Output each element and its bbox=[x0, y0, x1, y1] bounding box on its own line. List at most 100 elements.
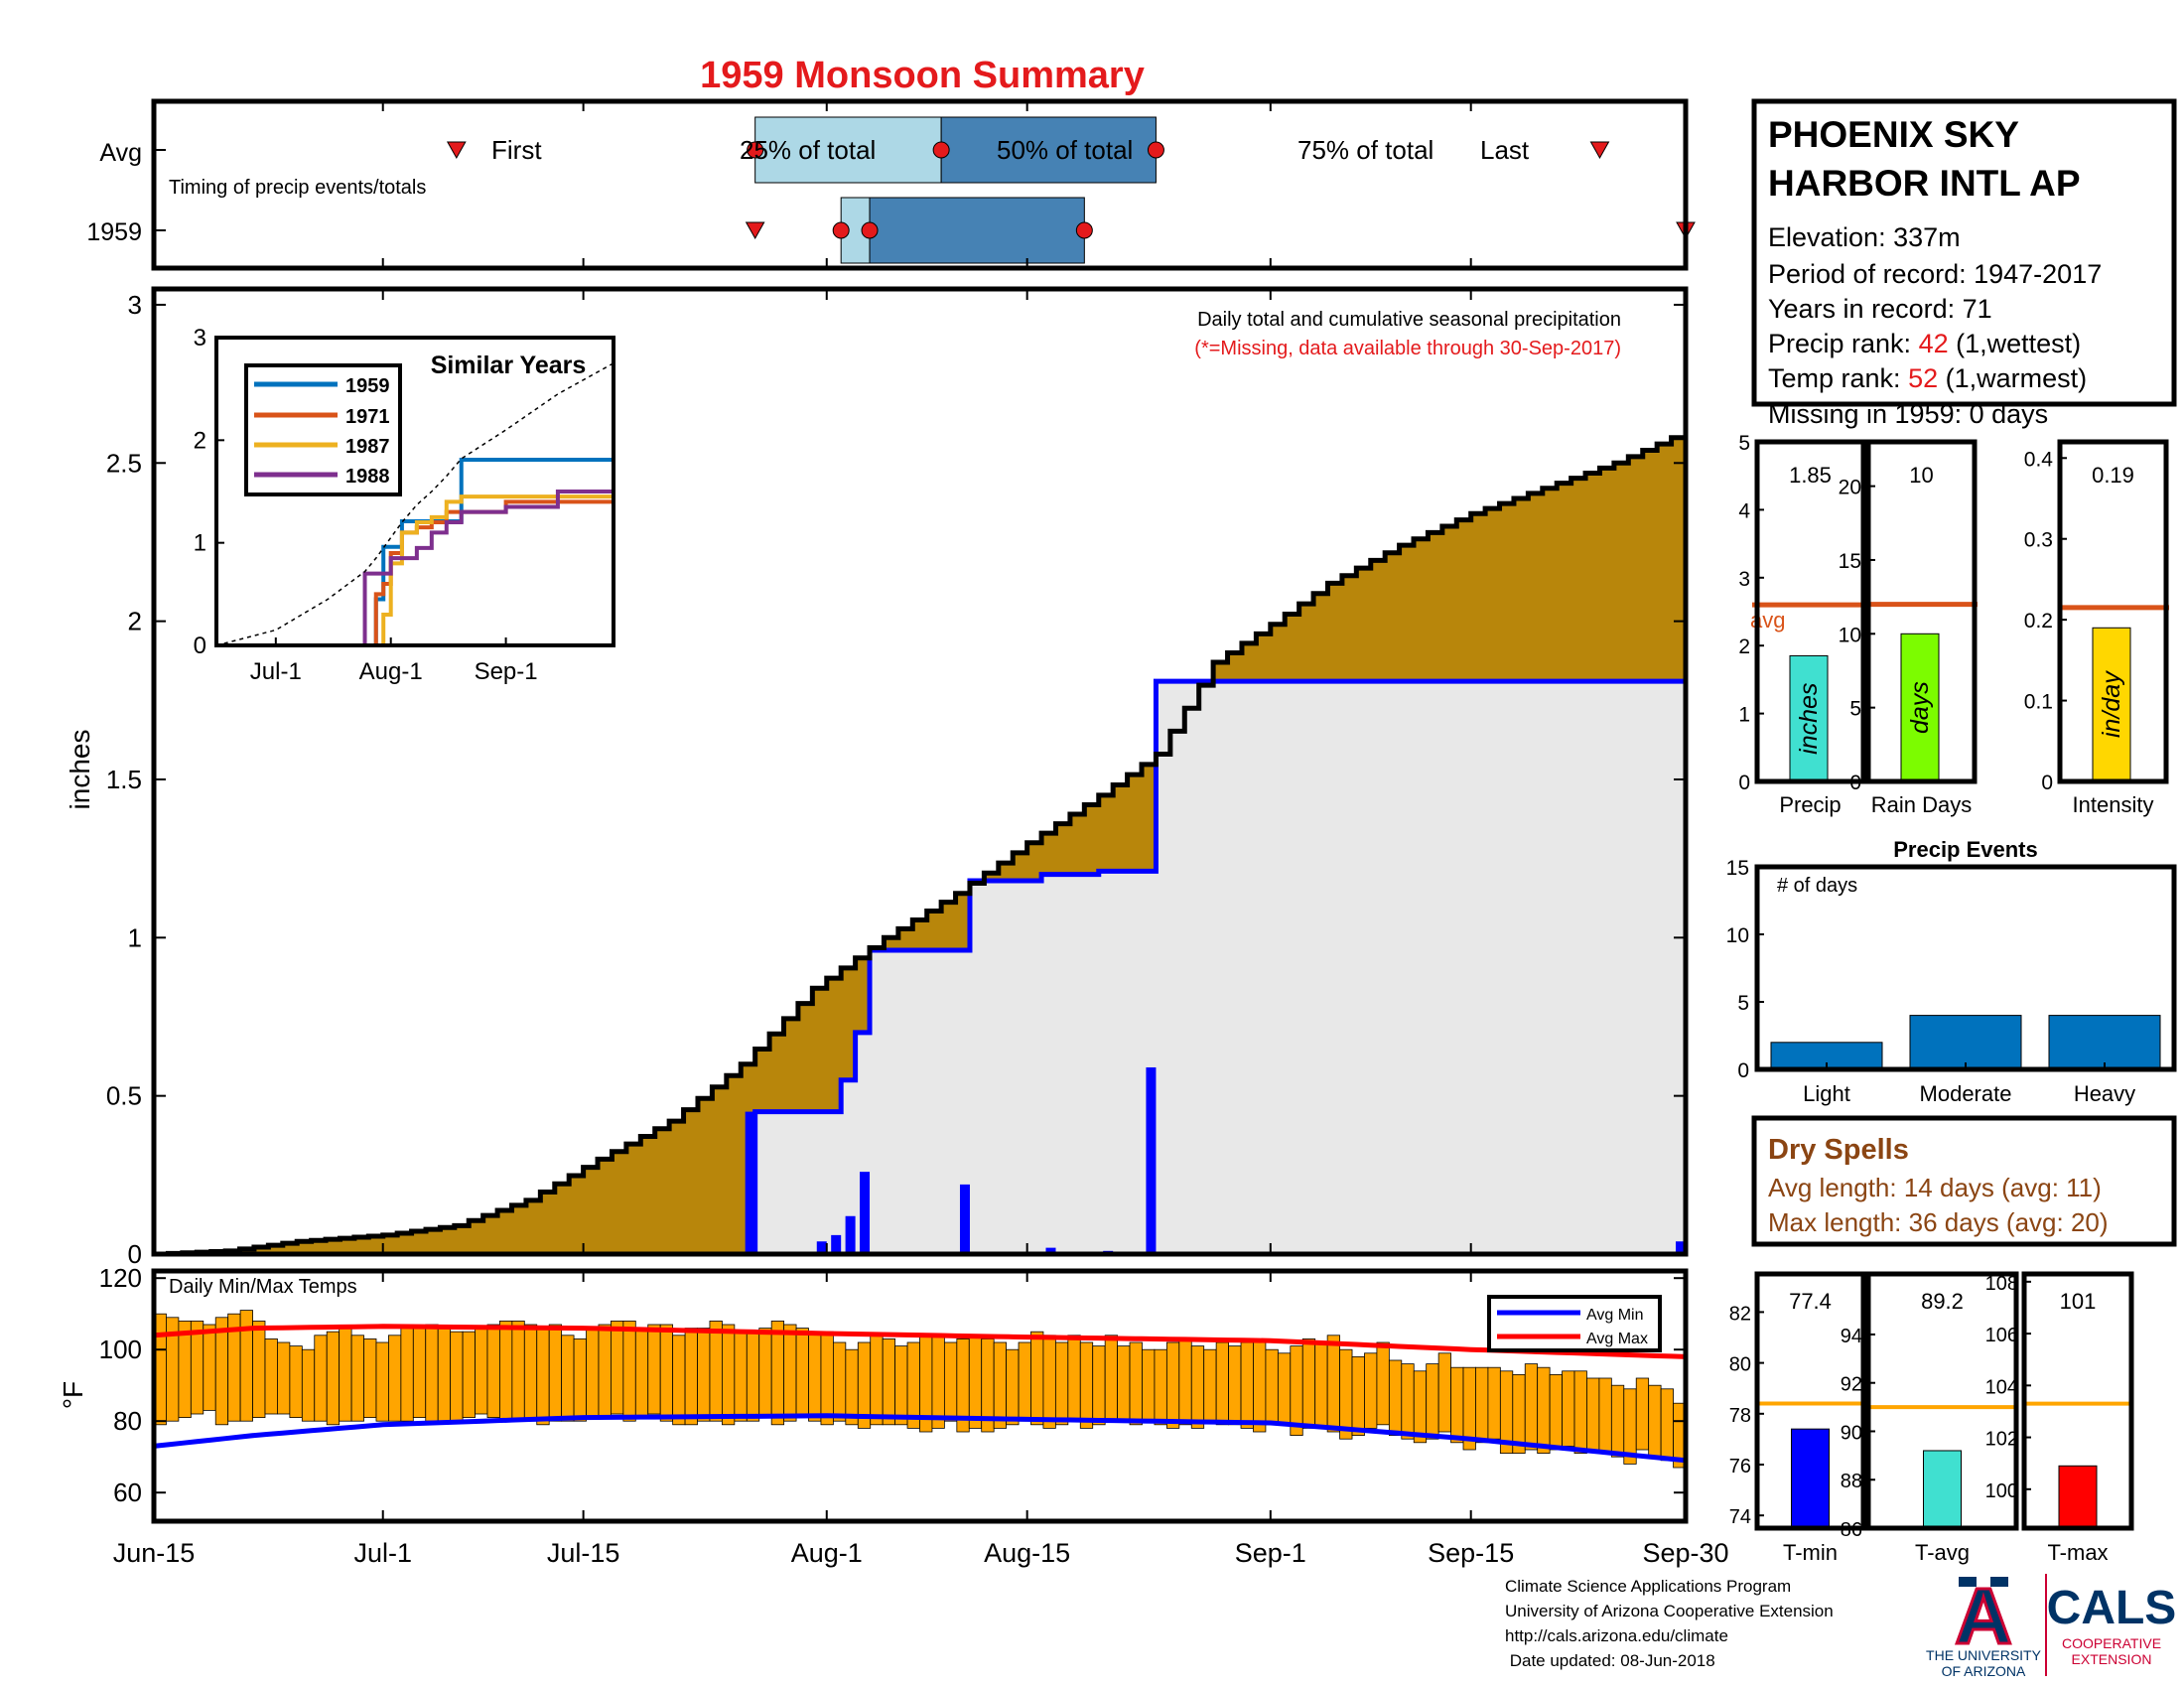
temp-stat-label-t-avg: T-avg bbox=[1915, 1540, 1970, 1565]
precip-missing-note: (*=Missing, data available through 30-Se… bbox=[1194, 338, 1621, 359]
timing-label-50: 50% of total bbox=[997, 135, 1133, 165]
timing-avg-last-marker bbox=[1589, 141, 1610, 160]
daily-temp-bar bbox=[1413, 1370, 1428, 1444]
daily-temp-bar bbox=[1549, 1374, 1563, 1451]
temp-stat-frame-t-avg bbox=[1865, 1271, 2019, 1531]
daily-temp-bar bbox=[1215, 1341, 1229, 1426]
daily-precip-bar bbox=[845, 1215, 856, 1254]
temp-stat-y-tick-label: 76 bbox=[1729, 1456, 1751, 1477]
stat-y-tick-label: 0.1 bbox=[2024, 691, 2053, 714]
events-y-tick-label: 10 bbox=[1726, 924, 1749, 947]
daily-temp-bar bbox=[214, 1317, 229, 1426]
precip-y-tick-label: 0 bbox=[128, 1239, 142, 1269]
stat-frame-intensity bbox=[2057, 439, 2169, 784]
stat-bar-unit-precip: inches bbox=[1795, 683, 1823, 755]
station-name-line2: HARBOR INTL AP bbox=[1768, 163, 2081, 204]
daily-temp-bar bbox=[697, 1328, 711, 1422]
daily-temp-bar bbox=[350, 1335, 364, 1422]
timing-row-avg: Avg bbox=[99, 139, 142, 167]
daily-precip-bar bbox=[831, 1234, 842, 1254]
daily-temp-bar bbox=[536, 1328, 550, 1426]
stat-y-tick-label: 0.3 bbox=[2024, 529, 2053, 552]
station-frame bbox=[1751, 98, 2177, 407]
similar-years-inset: 0 1 2 3 Jul-1 Aug-1 Sep-1 Similar Years 1959 1… bbox=[194, 325, 615, 685]
avg-min-line bbox=[153, 1413, 1687, 1464]
stat-y-tick-label: 0 bbox=[2041, 772, 2053, 794]
daily-temp-bar bbox=[412, 1328, 427, 1418]
daily-temp-bar bbox=[1388, 1359, 1403, 1436]
daily-temp-bar bbox=[1537, 1366, 1551, 1454]
daily-precip-bar bbox=[816, 1241, 827, 1254]
daily-temp-bar bbox=[252, 1321, 266, 1419]
dry-spells-frame bbox=[1751, 1115, 2177, 1247]
daily-temp-bar bbox=[1290, 1345, 1303, 1436]
daily-precip-bar bbox=[1676, 1241, 1686, 1254]
date-axis-tick-label: Sep-15 bbox=[1428, 1538, 1514, 1568]
temp-stat-panel-t-max: 101 100 102 104 106 108 T-max bbox=[1985, 1271, 2134, 1565]
precip-stat-panels: avginches1.85012345Precipdays1005101520R… bbox=[1738, 432, 2169, 817]
daily-temp-bar bbox=[1426, 1363, 1439, 1440]
daily-temp-bar bbox=[1129, 1341, 1143, 1426]
date-axis-tick-label: Aug-1 bbox=[791, 1538, 863, 1568]
station-years: Years in record: 71 bbox=[1768, 294, 1992, 324]
daily-temp-bar bbox=[968, 1335, 983, 1429]
inset-y-tick-label: 0 bbox=[194, 633, 206, 659]
daily-temp-bar bbox=[647, 1324, 661, 1415]
daily-temp-bar bbox=[746, 1331, 760, 1422]
legend-label-avg-max: Avg Max bbox=[1586, 1331, 1648, 1347]
daily-temp-bar bbox=[634, 1328, 649, 1418]
footer-url[interactable]: http://cals.arizona.edu/climate bbox=[1505, 1626, 1728, 1645]
daily-temp-bar bbox=[1006, 1348, 1020, 1426]
daily-temp-bar bbox=[894, 1345, 908, 1426]
daily-temp-bar bbox=[511, 1321, 525, 1422]
daily-temp-bar bbox=[758, 1328, 772, 1418]
stat-frame-rain-days bbox=[1865, 439, 1978, 784]
daily-temp-bar bbox=[770, 1321, 785, 1426]
stat-panel-intensity: in/day 0.19 0 0.1 0.2 0.3 0.4 Intensity bbox=[2024, 439, 2169, 817]
daily-temp-bar bbox=[783, 1324, 797, 1422]
legend-label-1987: 1987 bbox=[345, 436, 390, 458]
inset-line-1988 bbox=[216, 490, 614, 647]
daily-temp-bar bbox=[1104, 1335, 1118, 1422]
daily-temp-bar bbox=[1364, 1352, 1378, 1429]
daily-temp-bar bbox=[462, 1331, 476, 1418]
daily-temp-bar bbox=[1326, 1335, 1340, 1433]
daily-temp-bar bbox=[1117, 1345, 1131, 1422]
precip-y-tick-label: 3 bbox=[128, 290, 142, 320]
daily-temp-bar bbox=[1635, 1377, 1650, 1451]
inset-y-tick-label: 1 bbox=[194, 530, 206, 557]
daily-temp-bar bbox=[1487, 1366, 1501, 1440]
date-axis-tick-label: Sep-30 bbox=[1642, 1538, 1728, 1568]
daily-temp-bar bbox=[684, 1328, 698, 1426]
precip-y-tick-label: 1 bbox=[128, 922, 142, 952]
daily-temp-bar bbox=[672, 1335, 686, 1426]
daily-temp-bar bbox=[363, 1338, 377, 1419]
cals-logo: CALS COOPERATIVE EXTENSION bbox=[2047, 1582, 2177, 1667]
daily-temp-bar bbox=[1240, 1341, 1254, 1429]
daily-temp-bar bbox=[277, 1341, 291, 1415]
temp-stat-y-tick-label: 90 bbox=[1841, 1422, 1862, 1444]
stat-label-intensity: Intensity bbox=[2073, 792, 2154, 817]
cals-logo-text: CALS bbox=[2047, 1582, 2177, 1634]
daily-temp-bar bbox=[1054, 1341, 1069, 1426]
timing-avg-first-marker bbox=[446, 141, 467, 160]
precip-main-panel: 0 0.5 1 1.5 2 2.5 3 Daily total and cumulative… bbox=[65, 286, 1689, 1269]
daily-temp-bar bbox=[598, 1324, 612, 1418]
daily-precip-bar bbox=[860, 1172, 871, 1254]
daily-temp-bar bbox=[548, 1324, 563, 1422]
daily-temp-bar bbox=[1524, 1363, 1539, 1451]
daily-temp-bar bbox=[1573, 1370, 1587, 1455]
station-temp-rank: Temp rank: 52 (1,warmest) bbox=[1768, 363, 2087, 393]
stat-y-tick-label: 0 bbox=[1738, 772, 1750, 794]
daily-temp-bar bbox=[722, 1324, 736, 1426]
daily-temp-bar bbox=[1142, 1348, 1156, 1422]
cals-logo-line1: COOPERATIVE bbox=[2062, 1635, 2161, 1651]
daily-temp-bar bbox=[264, 1338, 278, 1415]
daily-precip-bar bbox=[959, 1184, 970, 1254]
daily-temp-bar bbox=[437, 1328, 452, 1422]
stat-panel-rain-days: days 10 0 5 10 15 20 Rain Days bbox=[1839, 439, 1978, 817]
station-elevation: Elevation: 337m bbox=[1768, 222, 1961, 252]
daily-temp-bar bbox=[882, 1338, 896, 1426]
